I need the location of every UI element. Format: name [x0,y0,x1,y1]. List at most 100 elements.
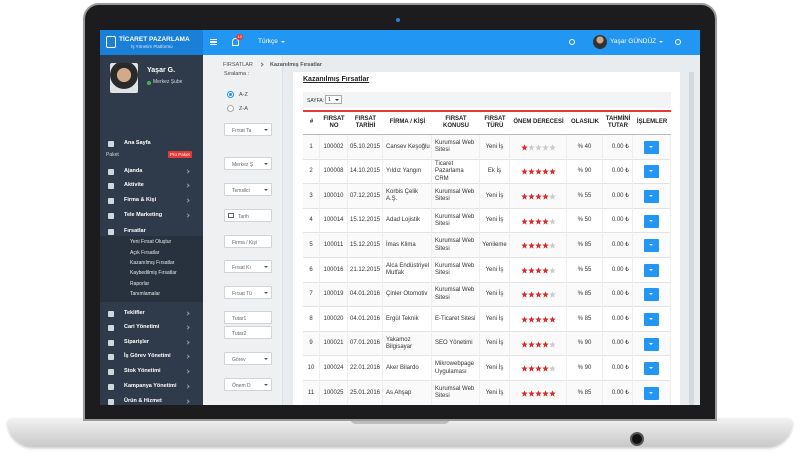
opportunity-no: 100008 [320,159,348,185]
submenu-item[interactable]: Tanımlamalar [130,291,161,297]
radio[interactable] [227,91,234,98]
power-button[interactable] [630,432,644,446]
logout-icon[interactable] [675,39,681,45]
menu-item[interactable]: Cari Yönetimi [124,324,160,330]
opportunity-date: 04.01.2016 [348,307,383,332]
star [527,291,535,298]
field-text: Fırsat Tü [232,290,252,297]
caret [264,266,268,270]
action-button[interactable] [644,312,659,326]
radio[interactable] [227,105,234,112]
action-button[interactable] [644,140,659,154]
action-button[interactable] [644,386,659,400]
table-row [303,208,671,234]
probability: % 90 [567,331,603,357]
star [534,291,542,298]
menu-item[interactable]: İş Görev Yönetimi [124,353,171,359]
menu-item[interactable]: Kampanya Yönetimi [124,383,177,389]
filter-field[interactable]: Tutar1 [224,311,272,324]
caret [649,293,653,297]
search-icon[interactable] [569,39,575,45]
radio-label[interactable]: Z-A [239,106,248,112]
filter-field[interactable]: Fırsat Ta [224,123,272,136]
menu-toggle[interactable] [210,39,217,45]
opportunity-date: 04.01.2016 [348,282,383,308]
page-select[interactable]: 1 [325,95,342,104]
estimated-amount: 0.00 ₺ [603,184,633,209]
menu-item[interactable]: Fırsatlar [124,228,146,234]
sort-label: Sıralama : [224,71,250,77]
company: Yakamoz Bilgisayar [383,331,432,357]
menu-item[interactable]: Firma & Kişi [124,197,157,203]
submenu-item[interactable]: Açık Fırsatlar [130,250,160,256]
menu-item[interactable]: Ürün & Hizmet [124,398,162,404]
star [520,291,528,298]
topic: Kurumsal Web Sitesi [432,282,480,308]
menu-icon [108,384,114,390]
language-select[interactable]: Türkçe [258,38,285,45]
row-number: 3 [303,184,320,209]
logo-area [100,30,203,55]
star [527,316,535,323]
user-menu[interactable]: Yaşar GÜNDÜZ [610,38,664,45]
action-button[interactable] [644,263,659,277]
star [548,316,556,323]
star [527,390,535,397]
filter-field[interactable]: Firma / Kişi [224,235,272,248]
action-button[interactable] [644,288,659,302]
star [548,144,556,151]
profile-name[interactable]: Yaşar G. [147,67,176,74]
action-button[interactable] [644,189,659,203]
filter-field[interactable]: Önem D [224,378,272,391]
filter-field[interactable]: Görev [224,352,272,365]
menu-item[interactable]: Aktivite [124,182,144,188]
opportunity-no: 100021 [320,331,348,357]
filter-field[interactable]: Fırsat Kı [224,260,272,273]
action-button[interactable] [644,214,659,228]
breadcrumb-root[interactable]: FIRSATLAR [223,62,253,68]
submenu-item[interactable]: Yeni Fırsat Oluştur [130,239,172,245]
importance [510,159,567,185]
row-number: 8 [303,307,320,332]
filter-field[interactable]: Merkez Ş [224,157,272,170]
table-row [303,356,671,381]
probability: % 85 [567,381,603,405]
star [527,365,535,372]
action-button[interactable] [644,239,659,253]
action-button[interactable] [644,337,659,351]
menu-item[interactable]: Siparişler [124,339,150,345]
opportunity-date: 07.01.2016 [348,331,383,357]
menu-item[interactable]: Ajanda [124,168,143,174]
caret [649,244,653,248]
submenu-item[interactable]: Kaybedilmiş Fırsatlar [130,270,177,276]
filter-field[interactable]: Temsilci [224,183,272,196]
action-button[interactable] [644,165,659,179]
topic: SEO Yönetimi [432,331,480,357]
caret [264,384,268,388]
submenu-item[interactable]: Raporlar [130,281,150,287]
opportunity-date: 07.12.2015 [348,184,383,209]
menu-item[interactable]: Teklifler [124,310,145,316]
opportunity-no: 100019 [320,282,348,308]
menu-item[interactable]: Stok Yönetimi [124,368,161,374]
submenu-item[interactable]: Kazanılmış Fırsatlar [130,260,175,266]
menu-item[interactable]: Ana Sayfa [124,140,151,146]
company: Aker Bilardo [383,356,432,381]
menu-item[interactable]: Tele Marketing [124,212,163,218]
table-row [303,233,671,258]
radio-label[interactable]: A-Z [239,92,248,98]
probability: % 40 [567,135,603,160]
opportunity-no: 100016 [320,258,348,283]
filter-field[interactable]: Tarih [224,209,272,222]
scrollbar [689,72,694,405]
action-button[interactable] [644,362,659,376]
company: İmas Klima [383,233,432,258]
table-row [303,307,671,332]
star [520,267,528,274]
filter-field[interactable]: Fırsat Tü [224,286,272,299]
bell-icon[interactable] [232,38,239,46]
probability: % 85 [567,282,603,308]
filter-field[interactable]: Tutar2 [224,326,272,339]
caret [649,170,653,174]
table-row [303,258,671,283]
